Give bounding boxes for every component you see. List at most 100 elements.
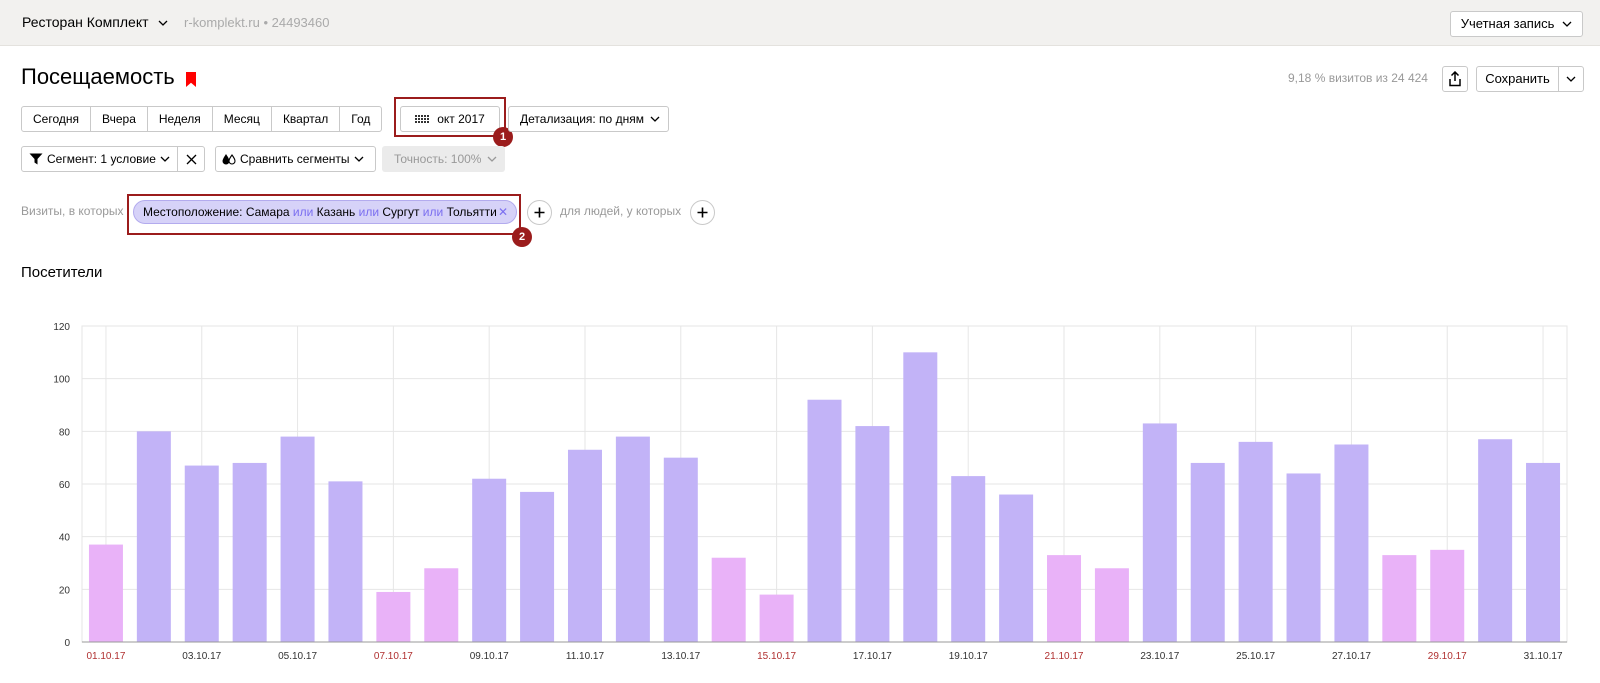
x-tick-label: 29.10.17 [1428, 651, 1467, 662]
x-tick-label: 23.10.17 [1140, 651, 1179, 662]
bar-22.10.17 [1094, 568, 1129, 642]
filter-icon [29, 153, 43, 165]
chevron-down-icon [1562, 21, 1572, 27]
bookmark-icon[interactable] [186, 72, 196, 87]
bar-08.10.17 [424, 568, 459, 642]
bar-06.10.17 [328, 481, 363, 642]
plus-icon [534, 207, 545, 218]
bar-13.10.17 [663, 457, 698, 642]
x-tick-label: 01.10.17 [86, 651, 125, 662]
bar-15.10.17 [759, 594, 794, 642]
callout-badge-1: 1 [493, 127, 513, 147]
bar-02.10.17 [136, 431, 171, 642]
filter-value: Казань [316, 205, 356, 219]
visits-share-info: 9,18 % визитов из 24 424 [1288, 71, 1428, 85]
bar-24.10.17 [1190, 462, 1225, 642]
filter-value: Сургут [382, 205, 420, 219]
location-filter-chip[interactable]: Местоположение: Самара или Казань или Су… [133, 200, 517, 224]
y-tick-label: 40 [59, 533, 71, 544]
chevron-down-icon [650, 116, 660, 122]
y-tick-label: 120 [53, 322, 70, 333]
filter-value: Самара [245, 205, 290, 219]
bar-23.10.17 [1142, 423, 1177, 642]
add-visit-condition-button[interactable] [527, 200, 552, 225]
bar-20.10.17 [999, 494, 1034, 642]
chevron-down-icon [354, 156, 363, 162]
x-tick-label: 31.10.17 [1524, 651, 1563, 662]
save-button[interactable]: Сохранить [1476, 66, 1559, 92]
filter-joiner: или [422, 205, 444, 219]
x-tick-label: 13.10.17 [661, 651, 700, 662]
drops-icon [222, 154, 236, 165]
bar-03.10.17 [184, 465, 219, 642]
y-tick-label: 100 [53, 375, 70, 386]
segment-button[interactable]: Сегмент: 1 условие [21, 146, 178, 172]
bar-17.10.17 [855, 426, 890, 642]
period-quarter-button[interactable]: Квартал [270, 106, 341, 132]
bar-27.10.17 [1334, 444, 1369, 642]
x-tick-label: 07.10.17 [374, 651, 413, 662]
filter-field: Местоположение: [143, 205, 243, 219]
bar-30.10.17 [1478, 439, 1513, 642]
chevron-down-icon [160, 156, 170, 162]
filter-prefix-label: Визиты, в которых [21, 204, 124, 218]
detail-selector[interactable]: Детализация: по дням [508, 106, 669, 132]
people-condition-label: для людей, у которых [560, 204, 682, 218]
add-people-condition-button[interactable] [690, 200, 715, 225]
filter-joiner: или [358, 205, 380, 219]
calendar-icon [415, 115, 430, 123]
bar-10.10.17 [520, 491, 555, 642]
y-tick-label: 20 [59, 585, 71, 596]
callout-box-1 [394, 97, 506, 137]
y-tick-label: 80 [59, 427, 71, 438]
period-today-button[interactable]: Сегодня [21, 106, 91, 132]
chevron-down-icon [158, 14, 168, 30]
bar-19.10.17 [951, 476, 986, 642]
bar-16.10.17 [807, 399, 842, 642]
bar-21.10.17 [1047, 555, 1082, 642]
x-tick-label: 09.10.17 [470, 651, 509, 662]
chevron-down-icon [1566, 76, 1576, 82]
period-month-button[interactable]: Месяц [211, 106, 272, 132]
chart-title: Посетители [21, 264, 103, 281]
callout-badge-2: 2 [512, 227, 532, 247]
plus-icon [697, 207, 708, 218]
bar-07.10.17 [376, 591, 411, 642]
period-year-button[interactable]: Год [339, 106, 383, 132]
bar-11.10.17 [567, 449, 602, 642]
x-tick-label: 03.10.17 [182, 651, 221, 662]
month-picker-button[interactable]: окт 2017 [400, 106, 500, 132]
x-tick-label: 05.10.17 [278, 651, 317, 662]
x-tick-label: 21.10.17 [1045, 651, 1084, 662]
accuracy-button[interactable]: Точность: 100% [382, 146, 505, 172]
page-title: Посещаемость [21, 64, 175, 89]
period-selector: Сегодня Вчера Неделя Месяц Квартал Год [21, 106, 383, 132]
bar-01.10.17 [88, 544, 123, 642]
export-button[interactable] [1442, 66, 1468, 92]
x-tick-label: 27.10.17 [1332, 651, 1371, 662]
visitors-bar-chart: 0 20 40 60 80 100 120 01.10.17 03.10.17 05.10.17 0… [53, 322, 1568, 662]
account-button[interactable]: Учетная запись [1449, 11, 1583, 37]
compare-segments-button[interactable]: Сравнить сегменты [215, 146, 376, 172]
counter-selector[interactable]: Ресторан Комплект [22, 14, 168, 30]
close-icon [186, 154, 196, 164]
save-menu-button[interactable] [1558, 66, 1584, 92]
detail-selector-label: Детализация: по дням [520, 112, 644, 126]
export-icon [1449, 71, 1461, 87]
bar-31.10.17 [1526, 462, 1561, 642]
chevron-down-icon [487, 156, 497, 162]
remove-filter-icon[interactable]: ✕ [497, 205, 508, 219]
x-tick-label: 19.10.17 [949, 651, 988, 662]
compare-segments-label: Сравнить сегменты [240, 152, 350, 166]
y-tick-label: 60 [59, 480, 71, 491]
month-picker-label: окт 2017 [437, 112, 485, 126]
counter-site: r-komplekt.ru • 24493460 [184, 15, 330, 30]
bar-25.10.17 [1238, 441, 1273, 642]
bar-09.10.17 [472, 478, 507, 642]
segment-clear-button[interactable] [177, 146, 205, 172]
top-bar: Ресторан Комплект r-komplekt.ru • 244934… [0, 0, 1600, 46]
period-week-button[interactable]: Неделя [146, 106, 213, 132]
filter-joiner: или [292, 205, 314, 219]
y-tick-label: 0 [64, 638, 70, 649]
period-yesterday-button[interactable]: Вчера [90, 106, 148, 132]
